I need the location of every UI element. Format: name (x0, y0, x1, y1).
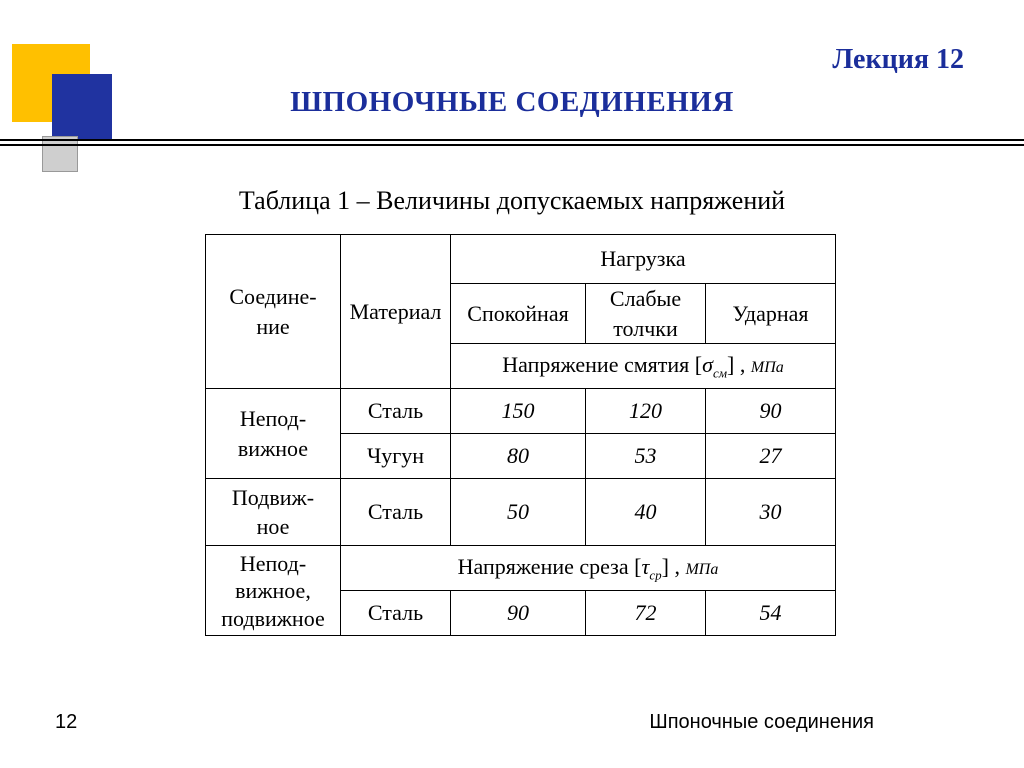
cell-material: Сталь (341, 591, 451, 636)
table-caption: Таблица 1 – Величины допускаемых напряже… (0, 186, 1024, 216)
th-shear-stress: Напряжение среза [τср] , МПа (341, 546, 836, 591)
row-fixed: Непод- вижное (206, 389, 341, 479)
row-both-l2: вижное, (206, 577, 340, 605)
row-fixed-l2: вижное (206, 434, 340, 464)
cell-value: 53 (586, 434, 706, 479)
crush-post: ] , (727, 352, 751, 377)
stress-table: Соедине- ние Материал Нагрузка Спокойная… (205, 234, 836, 636)
sigma-symbol: σ (702, 352, 713, 377)
header-rule (0, 144, 1024, 146)
th-connection-l1: Соедине- (206, 282, 340, 312)
stress-table-wrap: Соедине- ние Материал Нагрузка Спокойная… (205, 234, 836, 636)
cell-value: 50 (451, 479, 586, 546)
table-row: Непод- вижное, подвижное Напряжение срез… (206, 546, 836, 591)
row-both-l1: Непод- (206, 550, 340, 578)
shear-post: ] , (662, 554, 686, 579)
row-movable-l1: Подвиж- (206, 483, 340, 513)
crush-pre: Напряжение смятия [ (502, 352, 702, 377)
sigma-sub: см (713, 365, 727, 380)
page-title: ШПОНОЧНЫЕ СОЕДИНЕНИЯ (0, 86, 1024, 119)
cell-material: Чугун (341, 434, 451, 479)
th-weak-l2: толчки (586, 314, 705, 344)
th-connection-l2: ние (206, 312, 340, 342)
th-impact: Ударная (706, 284, 836, 344)
unit-mpa: МПа (751, 359, 784, 376)
cell-value: 54 (706, 591, 836, 636)
row-movable-l2: ное (206, 512, 340, 542)
slide: Лекция 12 ШПОНОЧНЫЕ СОЕДИНЕНИЯ Таблица 1… (0, 0, 1024, 768)
cell-value: 30 (706, 479, 836, 546)
deco-square-grey (42, 136, 78, 172)
th-crush-stress: Напряжение смятия [σсм] , МПа (451, 344, 836, 389)
cell-value: 150 (451, 389, 586, 434)
unit-mpa: МПа (685, 561, 718, 578)
th-calm: Спокойная (451, 284, 586, 344)
cell-value: 120 (586, 389, 706, 434)
footer-text: Шпоночные соединения (649, 711, 874, 734)
th-connection: Соедине- ние (206, 235, 341, 389)
th-weak: Слабые толчки (586, 284, 706, 344)
cell-value: 27 (706, 434, 836, 479)
cell-material: Сталь (341, 389, 451, 434)
row-both-l3: подвижное (206, 605, 340, 633)
header-rule (0, 139, 1024, 141)
shear-pre: Напряжение среза [ (458, 554, 642, 579)
cell-value: 90 (451, 591, 586, 636)
table-row: Соедине- ние Материал Нагрузка (206, 235, 836, 284)
table-row: Подвиж- ное Сталь 50 40 30 (206, 479, 836, 546)
cell-value: 40 (586, 479, 706, 546)
row-both: Непод- вижное, подвижное (206, 546, 341, 636)
row-fixed-l1: Непод- (206, 404, 340, 434)
cell-value: 80 (451, 434, 586, 479)
table-row: Непод- вижное Сталь 150 120 90 (206, 389, 836, 434)
tau-sub: ср (649, 567, 661, 582)
cell-value: 72 (586, 591, 706, 636)
row-movable: Подвиж- ное (206, 479, 341, 546)
page-number: 12 (55, 711, 77, 734)
th-material: Материал (341, 235, 451, 389)
th-load: Нагрузка (451, 235, 836, 284)
th-weak-l1: Слабые (586, 284, 705, 314)
lecture-number: Лекция 12 (832, 44, 964, 76)
cell-material: Сталь (341, 479, 451, 546)
cell-value: 90 (706, 389, 836, 434)
